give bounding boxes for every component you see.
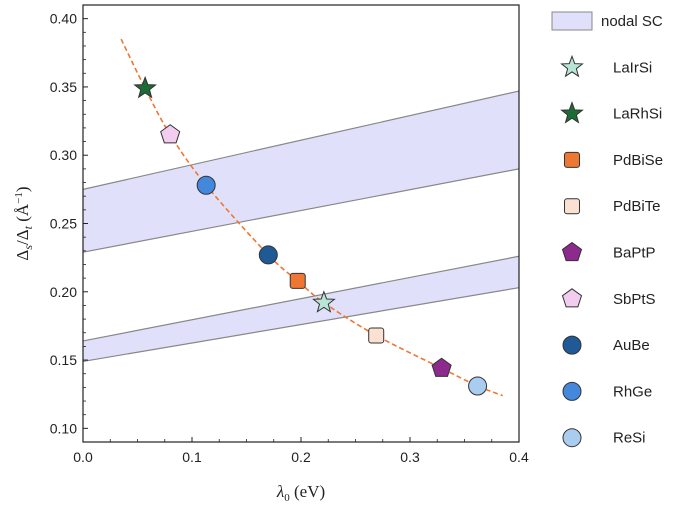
legend: nodal SC LaIrSi LaRhSi PdBiSe PdBiTe BaPtP SbP… <box>551 11 663 448</box>
legend-marker-rhge <box>562 381 582 401</box>
legend-label-rhge: RhGe <box>613 383 652 400</box>
x-tick-label: 0.1 <box>182 449 202 465</box>
point-sbpts <box>160 124 181 144</box>
point-pdbise <box>289 272 306 289</box>
legend-label-aube: AuBe <box>613 337 650 354</box>
point-baptp <box>431 357 452 377</box>
point-larhsi <box>133 75 157 99</box>
legend-marker-pdbite <box>564 198 580 215</box>
legend-marker-larhsi <box>560 101 584 124</box>
y-tick-label: 0.30 <box>50 147 77 163</box>
point-pdbite <box>368 327 385 344</box>
fit-curve-layer <box>120 38 503 397</box>
y-axis-label: Δs/Δt (Å−1) <box>13 186 35 260</box>
legend-label-nodal-sc: nodal SC <box>601 13 663 30</box>
legend-marker-baptp <box>561 241 583 262</box>
legend-label-resi: ReSi <box>613 430 646 447</box>
nodal-sc-band-1 <box>83 91 519 253</box>
legend-label-baptp: BaPtP <box>613 245 656 262</box>
y-tick-label: 0.15 <box>50 352 77 368</box>
band-2-lower-edge <box>82 287 520 363</box>
legend-marker-resi <box>562 428 582 448</box>
y-tick-label: 0.20 <box>50 284 77 300</box>
x-axis-label: λ0 (eV) <box>276 482 325 504</box>
y-tick-label: 0.25 <box>50 216 77 232</box>
point-rhge <box>196 175 216 195</box>
x-tick-label: 0.2 <box>291 449 311 465</box>
legend-marker-aube <box>562 335 582 355</box>
legend-marker-lairsi <box>560 54 584 78</box>
x-tick-label: 0.3 <box>400 449 420 465</box>
legend-label-pdbise: PdBiSe <box>613 152 663 169</box>
nodal-sc-band-2 <box>83 256 519 362</box>
point-resi <box>468 376 488 396</box>
y-tick-label: 0.35 <box>50 79 77 95</box>
legend-label-sbpts: SbPtS <box>613 291 656 308</box>
bands-layer <box>82 90 520 363</box>
y-tick-label: 0.40 <box>50 11 77 27</box>
y-tick-label: 0.10 <box>50 420 77 436</box>
fit-curve <box>120 38 503 397</box>
legend-marker-sbpts <box>561 288 583 308</box>
point-aube <box>258 245 278 265</box>
legend-marker-pdbise <box>564 151 580 168</box>
band-1-upper-edge <box>82 90 520 190</box>
band-1-lower-edge <box>82 168 520 253</box>
x-tick-label: 0.4 <box>509 449 529 465</box>
x-tick-label: 0.0 <box>73 449 93 465</box>
legend-label-larhsi: LaRhSi <box>613 106 662 123</box>
point-lairsi <box>312 290 336 313</box>
legend-label-pdbite: PdBiTe <box>613 198 661 215</box>
ticks-layer: 0.0 0.1 0.2 0.3 0.4 0.10 0.15 0.20 0.25 0.30 0.35 0… <box>50 4 529 465</box>
legend-marker-nodal-sc <box>551 11 593 31</box>
band-2-upper-edge <box>82 255 520 342</box>
markers-layer <box>133 75 488 396</box>
legend-label-lairsi: LaIrSi <box>613 59 652 76</box>
